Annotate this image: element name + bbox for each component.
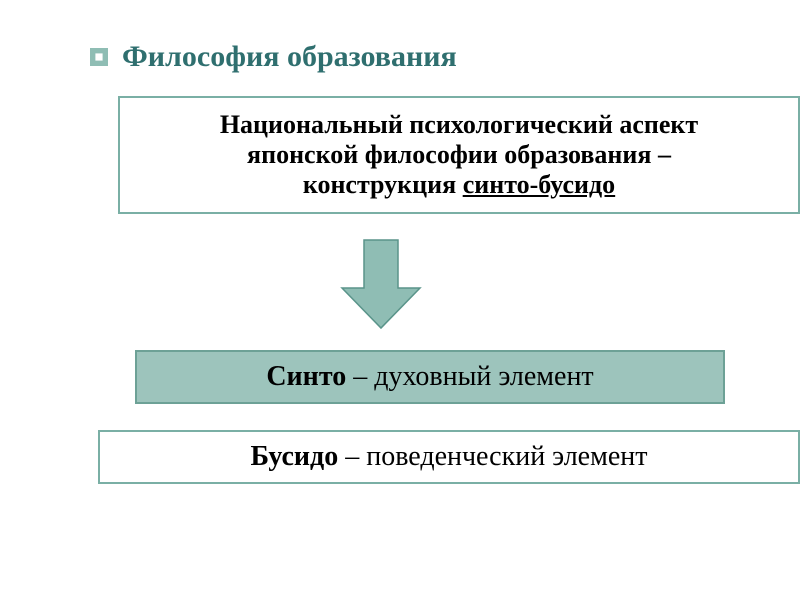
bullet-inner: [95, 53, 102, 60]
box1-line3-underlined: синто-бусидо: [463, 170, 615, 199]
box2-bold: Синто: [266, 361, 346, 392]
title-row: Философия образования: [90, 40, 457, 74]
box3-bold: Бусидо: [251, 441, 339, 472]
box-main-concept: Национальный психологический аспект япон…: [118, 96, 800, 214]
box3-dash: –: [338, 441, 366, 472]
slide-title: Философия образования: [122, 40, 457, 74]
down-arrow-icon: [340, 238, 422, 330]
box2-text: Синто – духовный элемент: [266, 361, 593, 393]
box-bushido: Бусидо – поведенческий элемент: [98, 430, 800, 484]
box1-line3: конструкция синто-бусидо: [303, 170, 615, 200]
arrow-shape: [342, 240, 420, 328]
box-shinto: Синто – духовный элемент: [135, 350, 725, 404]
box2-dash: –: [346, 361, 374, 392]
box3-rest: поведенческий элемент: [366, 441, 647, 472]
box2-rest: духовный элемент: [374, 361, 593, 392]
box1-line3-prefix: конструкция: [303, 170, 463, 199]
slide: Философия образования Национальный психо…: [0, 0, 800, 600]
bullet-icon: [90, 48, 108, 66]
box3-text: Бусидо – поведенческий элемент: [251, 441, 648, 473]
box1-line2: японской философии образования –: [247, 140, 671, 170]
box1-line1: Национальный психологический аспект: [220, 110, 698, 140]
